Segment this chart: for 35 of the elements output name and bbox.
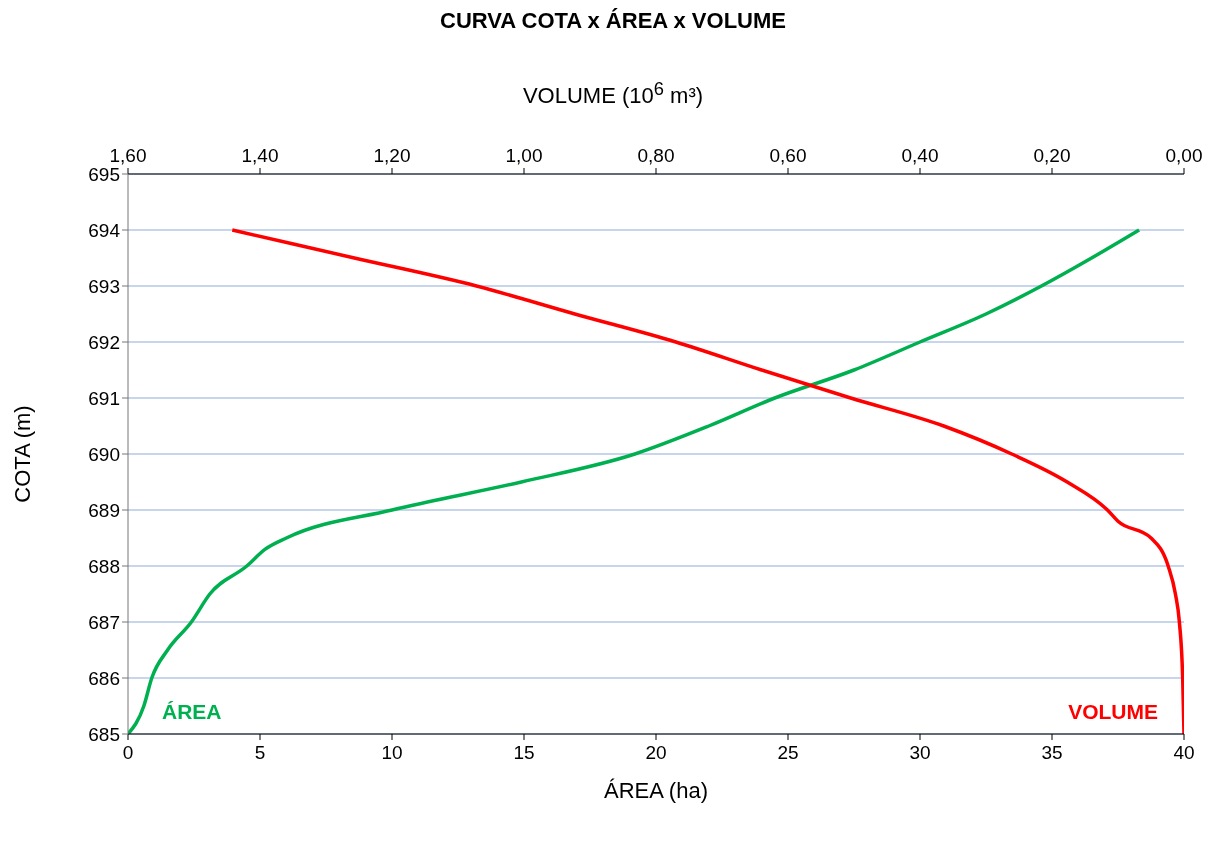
- x2-tick-label: 1,20: [373, 145, 411, 166]
- y-tick-label: 694: [88, 219, 121, 241]
- y-tick-label: 685: [88, 723, 120, 745]
- y-tick-label: 693: [88, 275, 120, 297]
- x2-tick-label: 1,40: [241, 145, 279, 166]
- x-tick-label: 0: [122, 742, 134, 764]
- x2-tick-label: 0,20: [1033, 145, 1071, 166]
- x2-axis-title: VOLUME (10$^{6}$ m³): [521, 78, 705, 110]
- x-tick-label: 40: [1173, 742, 1195, 764]
- series-label: ÁREA: [162, 700, 222, 724]
- y-tick-label: 695: [88, 163, 120, 185]
- x-tick-label: 35: [1041, 742, 1063, 764]
- y-tick-label: 692: [88, 331, 120, 353]
- x-tick-label: 10: [381, 742, 403, 764]
- x2-tick-label: 1,00: [505, 145, 543, 166]
- y-axis-title: COTA (m): [9, 405, 35, 503]
- y-tick-label: 690: [88, 443, 120, 465]
- x-axis-title: ÁREA (ha): [604, 778, 708, 803]
- x2-tick-label: 1,60: [109, 145, 147, 166]
- chart-title: CURVA COTA x ÁREA x VOLUME: [439, 8, 787, 35]
- x-tick-label: 30: [909, 742, 931, 764]
- x-tick-label: 20: [645, 742, 667, 764]
- x2-tick-label: 0,40: [901, 145, 939, 166]
- y-tick-label: 688: [88, 555, 120, 577]
- x-tick-label: 15: [513, 742, 535, 764]
- y-tick-label: 689: [88, 499, 120, 521]
- y-tick-label: 691: [88, 387, 120, 409]
- y-tick-label: 687: [88, 611, 120, 633]
- x2-tick-label: 0,00: [1165, 145, 1203, 166]
- x-tick-label: 5: [254, 742, 266, 764]
- y-tick-label: 686: [88, 667, 120, 689]
- x-tick-label: 25: [777, 742, 799, 764]
- series-label: VOLUME: [1068, 700, 1158, 724]
- x2-tick-label: 0,80: [637, 145, 675, 166]
- x2-tick-label: 0,60: [769, 145, 807, 166]
